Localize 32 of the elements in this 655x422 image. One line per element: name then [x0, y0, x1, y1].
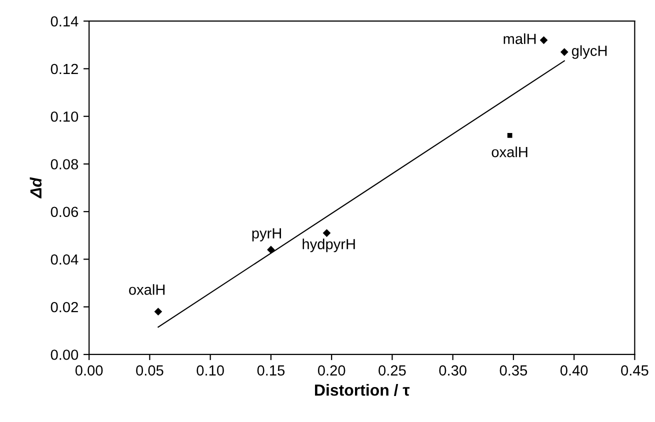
x-tick-label: 0.25 [378, 365, 406, 376]
y-tick-label: 0.08 [50, 159, 78, 170]
y-tick-label: 0.12 [50, 64, 78, 74]
x-tick-label: 0.15 [257, 365, 285, 376]
annotation: pyrH [252, 228, 281, 242]
y-tick-label: 0.14 [50, 16, 78, 27]
point [322, 229, 331, 237]
x-tick-label: 0.40 [560, 365, 588, 376]
point [267, 246, 275, 254]
annotation: oxalH [492, 146, 528, 158]
point [560, 48, 568, 56]
point [507, 132, 512, 138]
y-tick-label: 0.06 [50, 206, 78, 218]
x-tick-label: 0.20 [318, 365, 346, 376]
annotation: glycH [572, 45, 607, 59]
x-tick-label: 0.30 [439, 365, 466, 376]
y-tick-label: 0.04 [50, 254, 78, 265]
x-tick-label: 0.35 [500, 365, 528, 376]
point [540, 36, 548, 44]
x-tick-label: 0.00 [75, 365, 103, 376]
point [154, 308, 162, 316]
annotation: malH [504, 33, 536, 44]
annotation: oxalH [129, 284, 165, 295]
x-axis-title: Distortion / τ [315, 384, 410, 396]
x-tick-label: 0.10 [196, 365, 224, 376]
y-tick-label: 0.00 [50, 350, 78, 360]
annotation: hydpyrH [302, 238, 355, 252]
y-tick-label: 0.02 [50, 302, 78, 312]
y-axis-title: Δd [30, 177, 42, 199]
x-tick-label: 0.45 [621, 365, 648, 376]
y-tick-label: 0.10 [50, 111, 78, 122]
x-tick-label: 0.05 [136, 365, 164, 376]
